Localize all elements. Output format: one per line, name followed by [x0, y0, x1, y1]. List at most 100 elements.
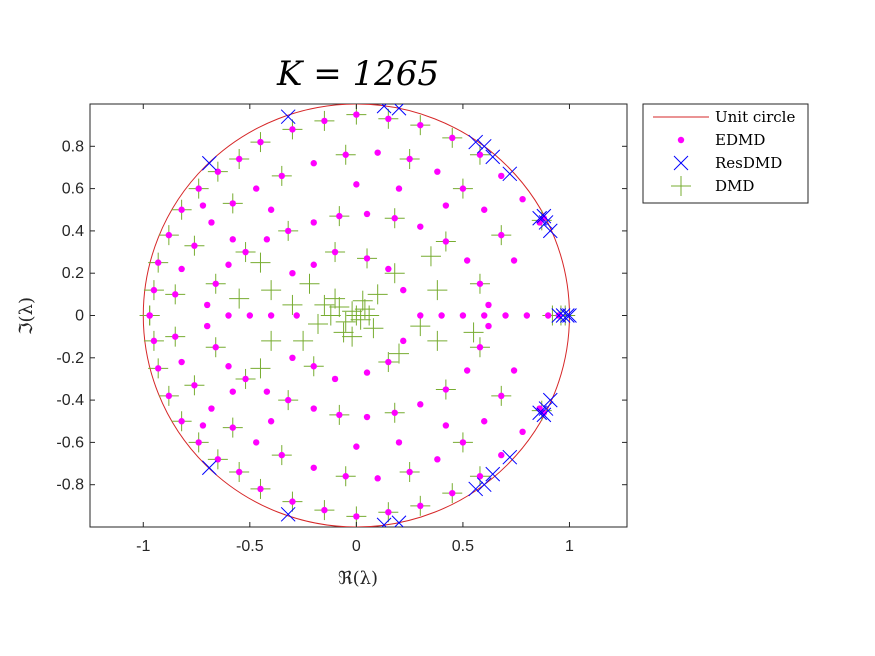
edmd-point	[363, 210, 371, 218]
edmd-point	[336, 212, 343, 220]
legend-entry: DMD	[671, 176, 754, 196]
resdmd-point	[542, 392, 558, 408]
edmd-point	[406, 155, 413, 163]
resdmd-point	[542, 223, 558, 239]
edmd-point	[374, 149, 381, 156]
edmd-point	[449, 489, 456, 497]
edmd-point	[476, 151, 484, 158]
edmd-point	[191, 242, 198, 249]
dmd-point	[229, 288, 250, 309]
edmd-point	[342, 473, 349, 480]
edmd-point	[310, 261, 317, 268]
edmd-point	[391, 409, 398, 416]
resdmd-point	[538, 401, 554, 416]
dmd-point	[352, 290, 373, 311]
resdmd-point	[536, 407, 552, 423]
resdmd-point	[536, 208, 552, 224]
edmd-point	[417, 312, 424, 319]
edmd-point	[310, 160, 317, 167]
edmd-point	[459, 312, 467, 319]
edmd-point	[385, 508, 392, 516]
y-tick-label: 0	[75, 308, 84, 325]
edmd-point	[242, 375, 249, 383]
edmd-point	[498, 231, 505, 239]
legend-label: ResDMD	[715, 154, 782, 172]
edmd-point	[363, 255, 371, 262]
edmd-point	[442, 386, 450, 393]
dmd-point	[350, 309, 371, 330]
edmd-point	[400, 337, 407, 345]
legend-label: Unit circle	[715, 108, 795, 126]
resdmd-point	[476, 477, 492, 493]
edmd-point	[417, 121, 424, 129]
edmd-point	[476, 473, 484, 480]
edmd-point	[540, 215, 548, 222]
y-tick-label: 0.8	[62, 138, 84, 155]
dmd-point	[320, 305, 341, 326]
edmd-point	[310, 405, 317, 412]
edmd-point	[321, 506, 328, 514]
edmd-point	[257, 485, 264, 493]
resdmd-point	[391, 515, 407, 527]
edmd-point	[191, 382, 198, 389]
edmd-point	[481, 418, 488, 425]
resdmd-point	[201, 460, 217, 476]
resdmd-point	[485, 466, 501, 482]
edmd-point	[146, 312, 153, 319]
edmd-point	[150, 286, 158, 294]
dmd-point	[293, 330, 314, 351]
dmd-point	[363, 318, 384, 339]
edmd-point	[476, 280, 484, 287]
dmd-point	[250, 252, 271, 273]
dmd-point	[427, 330, 448, 351]
edmd-point	[463, 367, 471, 374]
resdmd-point	[468, 134, 484, 150]
edmd-point	[235, 155, 243, 163]
edmd-point	[498, 392, 505, 400]
edmd-point	[540, 409, 548, 416]
edmd-point	[195, 185, 202, 192]
dmd-point	[420, 246, 441, 267]
dmd-point	[342, 326, 363, 347]
edmd-point	[267, 418, 275, 425]
edmd-point	[481, 206, 488, 213]
edmd-point	[395, 439, 403, 446]
resdmd-point	[532, 210, 547, 226]
edmd-point	[476, 344, 484, 351]
edmd-point	[208, 405, 215, 412]
edmd-point	[331, 375, 339, 383]
edmd-point	[229, 424, 236, 431]
edmd-point	[253, 439, 260, 446]
edmd-point	[208, 219, 215, 226]
dmd-point	[282, 294, 303, 315]
edmd-point	[442, 238, 450, 245]
edmd-point	[353, 513, 360, 520]
dmd-point	[329, 297, 350, 318]
edmd-point	[536, 219, 543, 226]
edmd-point	[544, 312, 552, 319]
edmd-point	[253, 185, 260, 192]
y-tick-label: -0.8	[56, 477, 84, 494]
edmd-point	[267, 312, 275, 319]
edmd-point	[289, 270, 296, 277]
edmd-point	[178, 358, 185, 366]
edmd-point	[225, 261, 232, 268]
resdmd-point	[201, 155, 217, 171]
edmd-point	[257, 138, 264, 146]
edmd-point	[278, 172, 285, 180]
edmd-point	[150, 337, 158, 345]
dmd-point	[359, 305, 380, 326]
edmd-point	[395, 185, 403, 192]
resdmd-point	[391, 104, 407, 116]
edmd-point	[523, 312, 531, 319]
edmd-point	[385, 358, 392, 366]
dmd-point	[314, 294, 335, 315]
edmd-point	[293, 312, 300, 319]
resdmd-point	[376, 104, 392, 114]
resdmd-point	[502, 449, 518, 465]
axis-ticks: -1 -0.5 0 0.5 1 -0.8 -0.6 -0.4 -0.2 0 0.2 0.4 0.6 0.8	[56, 104, 627, 555]
edmd-point	[310, 219, 317, 226]
y-tick-label: 0.2	[62, 265, 84, 282]
edmd-point	[481, 312, 488, 319]
